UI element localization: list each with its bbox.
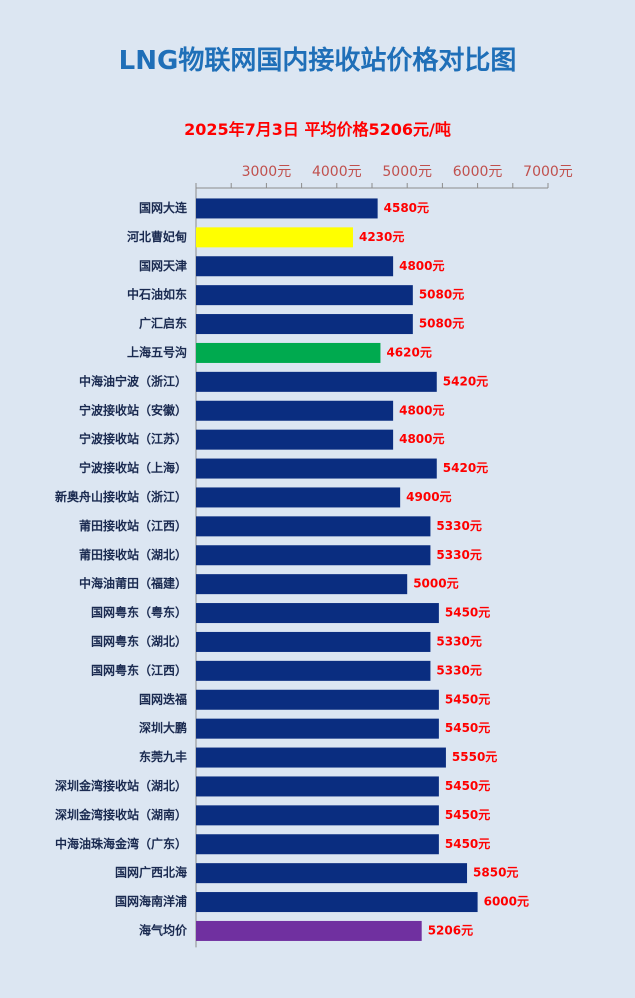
bar <box>196 631 431 652</box>
bar <box>196 487 401 508</box>
bar-value-label: 5450元 <box>445 837 490 851</box>
chart-title: LNG物联网国内接收站价格对比图 <box>118 46 517 76</box>
bar-value-label: 5420元 <box>443 374 488 388</box>
category-label: 国网大连 <box>139 200 188 215</box>
category-label: 国网粤东（湖北） <box>91 633 187 648</box>
bar-value-label: 4230元 <box>359 230 404 244</box>
category-label: 东莞九丰 <box>139 749 187 764</box>
category-label: 国网广西北海 <box>115 865 187 880</box>
bar-value-label: 5850元 <box>473 866 518 880</box>
bar <box>196 920 422 941</box>
category-label: 莆田接收站（江西） <box>79 518 187 533</box>
bar <box>196 863 468 884</box>
bar <box>196 516 431 537</box>
category-label: 深圳大鹏 <box>139 720 187 735</box>
category-label: 国网粤东（粤东） <box>91 605 187 620</box>
bar <box>196 429 394 450</box>
category-label: 国网粤东（江西） <box>91 662 187 677</box>
bar-value-label: 4900元 <box>406 490 451 504</box>
category-label: 广汇启东 <box>139 316 187 331</box>
x-tick-label: 3000元 <box>242 164 292 180</box>
bar <box>196 198 378 219</box>
x-tick-label: 5000元 <box>382 164 432 180</box>
category-label: 新奥舟山接收站（浙江） <box>55 489 187 504</box>
bar <box>196 458 437 479</box>
bar <box>196 689 439 710</box>
bar-value-label: 5550元 <box>452 750 497 764</box>
bar <box>196 371 437 392</box>
bar-value-label: 5000元 <box>413 577 458 591</box>
bar-value-label: 5450元 <box>445 779 490 793</box>
category-label: 河北曹妃甸 <box>126 229 187 244</box>
category-label: 中石油如东 <box>127 287 187 302</box>
category-label: 中海油宁波（浙江） <box>79 373 187 388</box>
bar <box>196 660 431 681</box>
bar <box>196 227 353 248</box>
bar-value-label: 5206元 <box>428 923 473 937</box>
bar <box>196 574 408 595</box>
bar <box>196 285 413 306</box>
bar-value-label: 4580元 <box>384 201 429 215</box>
category-label: 国网天津 <box>139 258 187 273</box>
bar-value-label: 5450元 <box>445 692 490 706</box>
category-label: 深圳金湾接收站（湖北） <box>55 778 187 793</box>
bar-value-label: 5420元 <box>443 461 488 475</box>
bar <box>196 718 439 739</box>
bar-value-label: 5080元 <box>419 288 464 302</box>
category-label: 中海油莆田（福建） <box>79 576 187 591</box>
x-tick-label: 7000元 <box>523 164 573 180</box>
bar-value-label: 5080元 <box>419 317 464 331</box>
bar <box>196 342 381 363</box>
bar-value-label: 5450元 <box>445 606 490 620</box>
category-label: 国网海南洋浦 <box>115 894 187 909</box>
bar-value-label: 5330元 <box>436 519 481 533</box>
chart-subtitle: 2025年7月3日 平均价格5206元/吨 <box>184 120 451 139</box>
bar <box>196 776 439 797</box>
category-label: 海气均价 <box>139 922 188 937</box>
bar <box>196 834 439 855</box>
category-label: 国网迭福 <box>139 691 187 706</box>
bar <box>196 603 439 624</box>
bar-value-label: 4620元 <box>386 345 431 359</box>
bar <box>196 545 431 566</box>
category-label: 宁波接收站（上海） <box>79 460 187 475</box>
bar <box>196 747 446 768</box>
bar-value-label: 5330元 <box>436 663 481 677</box>
bar-value-label: 6000元 <box>484 895 529 909</box>
bar <box>196 400 394 421</box>
bar <box>196 805 439 826</box>
x-tick-label: 6000元 <box>453 164 503 180</box>
bar-value-label: 4800元 <box>399 403 444 417</box>
category-label: 宁波接收站（安徽） <box>79 402 187 417</box>
bar <box>196 256 394 277</box>
bar <box>196 314 413 335</box>
bar-value-label: 5330元 <box>436 634 481 648</box>
x-tick-label: 4000元 <box>312 164 362 180</box>
category-label: 莆田接收站（湖北） <box>79 547 187 562</box>
category-label: 上海五号沟 <box>127 344 187 359</box>
category-label: 中海油珠海金湾（广东） <box>55 836 187 851</box>
bar-value-label: 4800元 <box>399 259 444 273</box>
category-label: 深圳金湾接收站（湖南） <box>55 807 187 822</box>
bar-value-label: 4800元 <box>399 432 444 446</box>
bar-value-label: 5450元 <box>445 721 490 735</box>
bar-value-label: 5330元 <box>436 548 481 562</box>
bar-value-label: 5450元 <box>445 808 490 822</box>
bar <box>196 892 478 913</box>
category-label: 宁波接收站（江苏） <box>79 431 187 446</box>
